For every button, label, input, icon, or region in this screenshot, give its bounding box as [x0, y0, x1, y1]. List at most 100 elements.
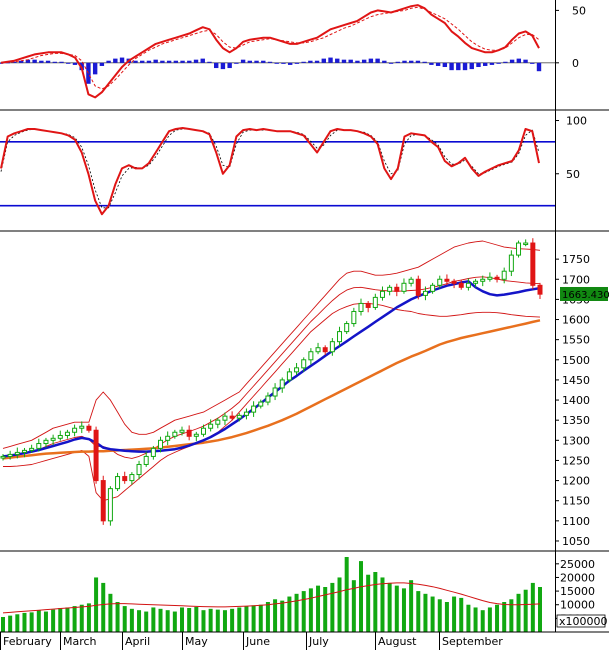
candle-body: [315, 347, 321, 353]
candle-body: [365, 302, 371, 308]
macd-histogram-bar: [335, 58, 340, 63]
macd-histogram-bar: [536, 62, 542, 72]
volume-bar: [230, 608, 235, 632]
macd-histogram-bar: [267, 61, 273, 63]
volume-bar: [208, 608, 213, 632]
volume-bar: [222, 610, 227, 632]
volume-bar: [180, 607, 184, 632]
macd-histogram-bar: [462, 62, 468, 71]
price-tick-label: 1600: [562, 314, 590, 327]
macd-histogram-bar: [146, 60, 152, 63]
macd-histogram-bar: [442, 62, 448, 68]
volume-bar: [459, 597, 464, 632]
volume-bar: [194, 606, 199, 632]
time-axis-label: February: [3, 635, 52, 648]
volume-bar: [94, 577, 99, 632]
macd-histogram-bar: [449, 62, 454, 71]
volume-bar: [437, 599, 442, 632]
candle-body: [537, 284, 543, 295]
macd-histogram-bar: [153, 59, 158, 63]
macd-histogram-bar: [287, 62, 293, 65]
candle-body: [465, 282, 471, 288]
macd-histogram-bar: [187, 60, 192, 63]
candle-body: [322, 347, 328, 353]
candle-body: [122, 476, 128, 482]
candle-body: [150, 447, 156, 457]
volume-bar: [43, 611, 48, 632]
macd-histogram-bar: [92, 62, 98, 75]
price-tick-label: 1450: [562, 374, 590, 387]
volume-bar: [201, 610, 206, 632]
macd-histogram-bar: [483, 62, 488, 66]
volume-bar: [359, 561, 363, 632]
macd-histogram-bar: [395, 61, 400, 63]
price-tick-label: 1750: [562, 253, 590, 266]
candle-body: [487, 276, 493, 280]
candle-body: [523, 242, 529, 246]
macd-histogram-bar: [503, 61, 508, 63]
time-axis-label: April: [125, 635, 150, 648]
candle-body: [530, 242, 536, 286]
candle-body: [401, 282, 407, 292]
candle-body: [158, 439, 164, 449]
volume-bar: [108, 593, 113, 632]
volume-bar: [444, 602, 449, 632]
macd-histogram-bar: [456, 62, 461, 71]
volume-bar: [129, 608, 134, 632]
price-tick-label: 1500: [562, 354, 590, 367]
volume-bar: [423, 593, 428, 632]
candle-body: [172, 431, 178, 437]
macd-histogram-bar: [415, 60, 421, 63]
candle-body: [351, 310, 357, 325]
volume-bar: [366, 574, 371, 632]
candle-body: [229, 415, 235, 419]
volume-bar: [487, 607, 492, 632]
macd-histogram-bar: [341, 59, 347, 63]
candle-body: [451, 280, 457, 284]
macd-signal-line: [0, 6, 540, 90]
candle-body: [379, 290, 385, 298]
macd-histogram-bar: [254, 60, 259, 63]
bollinger-lower-band: [3, 302, 541, 502]
macd-histogram-bar: [375, 58, 380, 63]
macd-histogram-bar: [119, 57, 125, 63]
price-tick-label: 1400: [562, 394, 590, 407]
volume-multiplier-box: [556, 614, 606, 628]
candle-body: [501, 270, 507, 280]
volume-bar: [308, 588, 313, 632]
macd-histogram-bar: [72, 62, 78, 65]
volume-bar: [29, 612, 34, 632]
candle-body: [208, 423, 214, 429]
macd-histogram-bar: [368, 58, 374, 63]
macd-histogram-bar: [220, 62, 226, 70]
macd-histogram-bar: [227, 62, 232, 69]
price-tick-label: 1250: [562, 454, 590, 467]
macd-panel: 50 0: [0, 0, 609, 111]
candle-body: [7, 453, 13, 457]
volume-bar: [316, 585, 321, 632]
macd-histogram-bar: [429, 62, 434, 65]
time-axis: February March April May June July August Septe…: [0, 631, 609, 650]
candle-body: [279, 379, 285, 389]
volume-bar: [72, 606, 77, 632]
macd-histogram-bar: [39, 60, 44, 63]
macd-histogram-bar: [261, 60, 266, 63]
macd-histogram-bar: [516, 58, 522, 63]
macd-histogram-bar: [106, 60, 111, 63]
candle-body: [480, 278, 486, 282]
candle-body: [115, 476, 121, 490]
volume-bar: [523, 589, 528, 632]
time-axis-label: August: [378, 635, 417, 648]
volume-bar: [394, 585, 399, 632]
volume-tick-label: 20000: [560, 571, 595, 584]
macd-histogram-bar: [234, 62, 239, 64]
volume-bar: [280, 600, 285, 632]
bollinger-middle-band: [2, 276, 541, 459]
price-tick-label: 1300: [562, 434, 590, 447]
candle-body: [243, 411, 249, 416]
macd-tick-label: 50: [572, 4, 586, 17]
candle-body: [444, 278, 450, 282]
macd-histogram-bar: [435, 62, 441, 66]
candle-body: [129, 474, 135, 482]
